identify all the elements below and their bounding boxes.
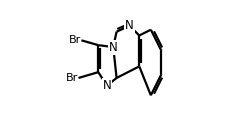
Text: N: N [103, 79, 111, 92]
Text: N: N [109, 41, 118, 54]
Text: N: N [125, 19, 134, 32]
Text: Br: Br [66, 73, 79, 83]
Text: Br: Br [69, 35, 81, 45]
